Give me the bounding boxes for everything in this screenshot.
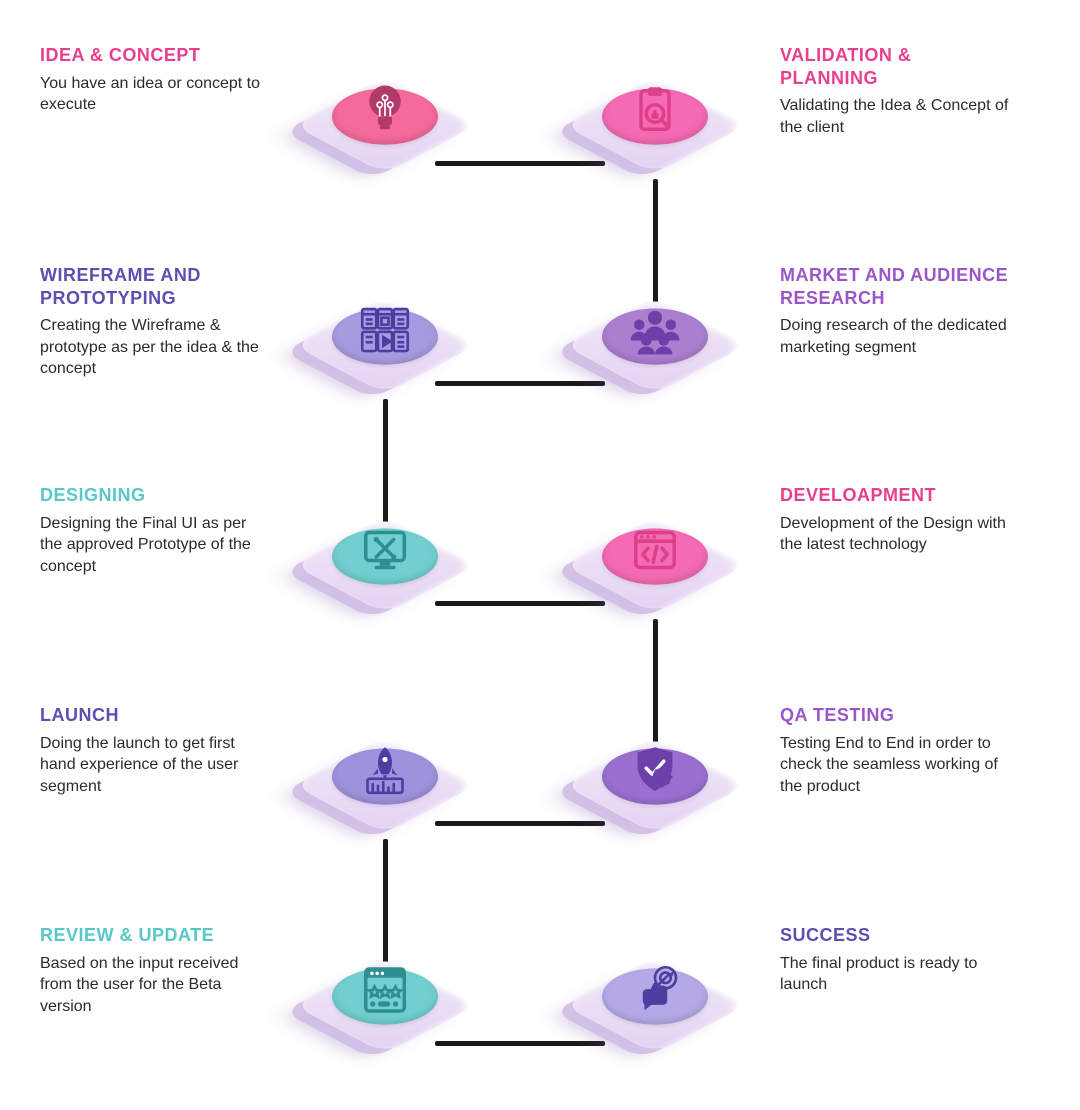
step-desc: Testing End to End in order to check the… [780, 733, 1010, 798]
step-tile-success [570, 920, 740, 1090]
step-desc: Doing research of the dedicated marketin… [780, 315, 1010, 358]
step-desc: Doing the launch to get first hand exper… [40, 733, 270, 798]
step-desc: Development of the Design with the lates… [780, 513, 1010, 556]
step-title: VALIDATION & PLANNING [780, 44, 1010, 89]
step-tile-idea [300, 40, 470, 210]
step-title: DEVELOAPMENT [780, 484, 1010, 507]
step-tile-wireframe [300, 260, 470, 430]
rocket-icon [355, 740, 415, 800]
step-title: LAUNCH [40, 704, 270, 727]
step-desc: Designing the Final UI as per the approv… [40, 513, 270, 578]
step-title: REVIEW & UPDATE [40, 924, 270, 947]
step-title: DESIGNING [40, 484, 270, 507]
step-desc: Creating the Wireframe & prototype as pe… [40, 315, 270, 380]
step-text-market: MARKET AND AUDIENCE RESEARCH Doing resear… [780, 264, 1010, 358]
step-title: IDEA & CONCEPT [40, 44, 270, 67]
step-text-launch: LAUNCH Doing the launch to get first hand… [40, 704, 270, 797]
design-icon [355, 520, 415, 580]
step-text-validation: VALIDATION & PLANNING Validating the Idea… [780, 44, 1010, 138]
step-title: QA TESTING [780, 704, 1010, 727]
process-flowchart: IDEA & CONCEPT You have an idea or concep… [0, 0, 1080, 1110]
step-tile-development [570, 480, 740, 650]
wireframe-icon [355, 300, 415, 360]
step-text-idea: IDEA & CONCEPT You have an idea or concep… [40, 44, 270, 116]
step-desc: You have an idea or concept to execute [40, 73, 270, 116]
step-tile-market [570, 260, 740, 430]
step-title: WIREFRAME AND PROTOTYPING [40, 264, 270, 309]
step-text-qa: QA TESTING Testing End to End in order to… [780, 704, 1010, 797]
step-title: MARKET AND AUDIENCE RESEARCH [780, 264, 1010, 309]
step-tile-review [300, 920, 470, 1090]
step-desc: The final product is ready to launch [780, 953, 1010, 996]
step-text-development: DEVELOAPMENT Development of the Design wi… [780, 484, 1010, 556]
clipboard-icon [625, 80, 685, 140]
step-text-designing: DESIGNING Designing the Final UI as per t… [40, 484, 270, 577]
step-text-review: REVIEW & UPDATE Based on the input receiv… [40, 924, 270, 1017]
step-tile-launch [300, 700, 470, 870]
step-tile-validation [570, 40, 740, 210]
code-icon [625, 520, 685, 580]
step-desc: Based on the input received from the use… [40, 953, 270, 1018]
lightbulb-icon [355, 80, 415, 140]
step-text-success: SUCCESS The final product is ready to lau… [780, 924, 1010, 996]
step-tile-designing [300, 480, 470, 650]
target-icon [625, 960, 685, 1020]
step-title: SUCCESS [780, 924, 1010, 947]
step-tile-qa [570, 700, 740, 870]
shield-icon [625, 740, 685, 800]
audience-icon [625, 300, 685, 360]
rating-icon [355, 960, 415, 1020]
step-text-wireframe: WIREFRAME AND PROTOTYPING Creating the Wi… [40, 264, 270, 380]
step-desc: Validating the Idea & Concept of the cli… [780, 95, 1010, 138]
